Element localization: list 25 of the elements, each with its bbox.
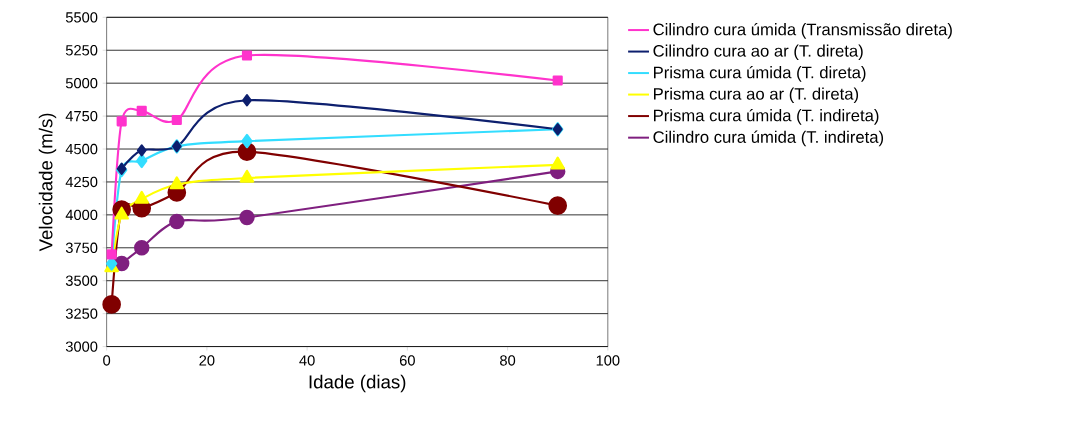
x-tick-label: 100 — [596, 355, 620, 366]
legend-label: Cilindro cura úmida (Transmissão direta) — [653, 22, 952, 39]
y-tick-label: 4250 — [65, 176, 98, 188]
legend-label: Prisma cura úmida (T. direta) — [654, 65, 866, 82]
y-tick-label: 5500 — [65, 12, 98, 23]
x-tick-label: 60 — [399, 355, 415, 366]
legend-label: Prisma cura ao ar (T. direta) — [654, 87, 859, 104]
x-axis-title: Idade (dias) — [309, 374, 406, 393]
y-tick-label: 3750 — [65, 242, 98, 254]
x-tick-label: 0 — [103, 355, 111, 366]
y-tick-label: 3000 — [65, 341, 98, 352]
y-tick-label: 4750 — [65, 110, 98, 122]
y-axis-title: Velocidade (m/s) — [38, 113, 57, 252]
y-tick-label: 5000 — [65, 78, 98, 89]
y-tick-label: 4500 — [65, 143, 98, 155]
legend-label: Prisma cura úmida (T. indireta) — [654, 108, 879, 125]
y-tick-label: 3500 — [65, 275, 98, 286]
x-tick-label: 20 — [199, 355, 215, 366]
y-tick-label: 4000 — [65, 209, 98, 221]
x-tick-label: 40 — [299, 355, 315, 366]
y-tick-label: 3250 — [65, 308, 98, 319]
y-tick-label: 5250 — [65, 45, 98, 56]
x-tick-label: 80 — [500, 355, 516, 366]
legend-label: Cilindro cura úmida (T. indireta) — [653, 130, 884, 147]
legend-label: Cilindro cura ao ar (T. direta) — [653, 44, 863, 61]
